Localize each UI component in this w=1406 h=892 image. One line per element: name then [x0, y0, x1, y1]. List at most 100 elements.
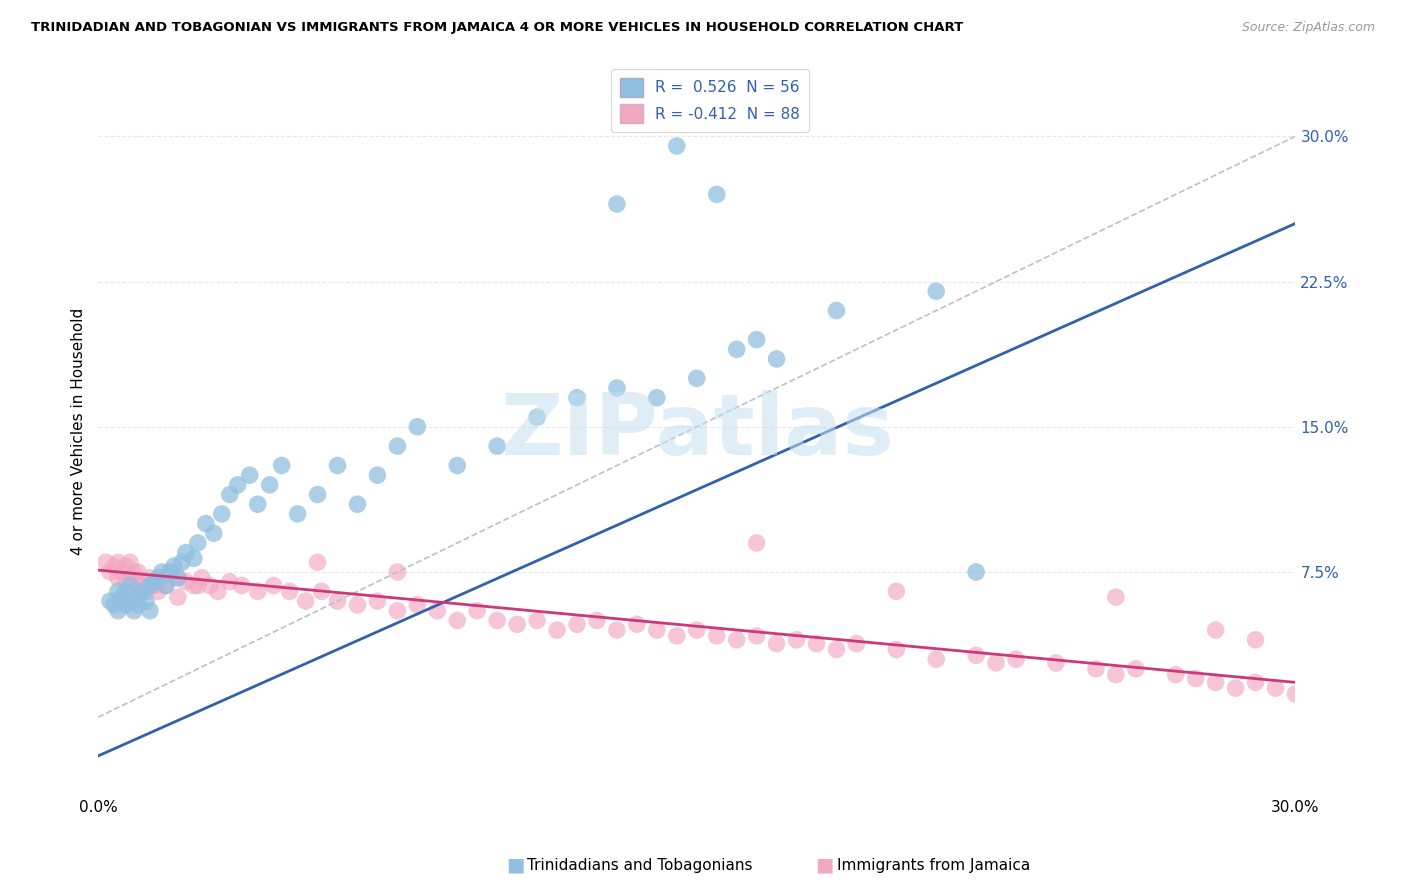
Point — [139, 578, 162, 592]
Point — [131, 584, 153, 599]
Point — [107, 555, 129, 569]
Point — [1205, 675, 1227, 690]
Point — [346, 497, 368, 511]
Point — [107, 584, 129, 599]
Point — [565, 617, 588, 632]
Point — [925, 284, 948, 298]
Point — [163, 559, 186, 574]
Point — [218, 574, 240, 589]
Point — [135, 594, 157, 608]
Point — [155, 578, 177, 592]
Point — [118, 555, 141, 569]
Point — [115, 574, 138, 589]
Point — [198, 578, 221, 592]
Point — [218, 487, 240, 501]
Point — [665, 629, 688, 643]
Point — [745, 536, 768, 550]
Point — [150, 565, 173, 579]
Text: ZIPatlas: ZIPatlas — [501, 390, 894, 473]
Point — [98, 594, 121, 608]
Y-axis label: 4 or more Vehicles in Household: 4 or more Vehicles in Household — [72, 308, 86, 555]
Point — [294, 594, 316, 608]
Point — [1105, 667, 1128, 681]
Point — [118, 594, 141, 608]
Point — [606, 197, 628, 211]
Point — [326, 458, 349, 473]
Text: ■: ■ — [506, 855, 524, 875]
Point — [115, 584, 138, 599]
Point — [546, 623, 568, 637]
Point — [486, 439, 509, 453]
Point — [131, 574, 153, 589]
Point — [270, 458, 292, 473]
Point — [174, 574, 197, 589]
Point — [645, 623, 668, 637]
Point — [765, 351, 787, 366]
Point — [1244, 675, 1267, 690]
Point — [307, 555, 329, 569]
Point — [259, 478, 281, 492]
Point — [127, 590, 149, 604]
Point — [139, 571, 162, 585]
Point — [526, 410, 548, 425]
Point — [465, 604, 488, 618]
Point — [387, 439, 409, 453]
Point — [103, 598, 125, 612]
Point — [586, 614, 609, 628]
Point — [1324, 695, 1347, 709]
Point — [122, 565, 145, 579]
Point — [884, 642, 907, 657]
Point — [825, 642, 848, 657]
Point — [1284, 687, 1306, 701]
Point — [142, 578, 165, 592]
Point — [135, 584, 157, 599]
Point — [706, 629, 728, 643]
Point — [1244, 632, 1267, 647]
Point — [122, 604, 145, 618]
Point — [1205, 623, 1227, 637]
Point — [346, 598, 368, 612]
Point — [150, 571, 173, 585]
Point — [825, 303, 848, 318]
Point — [98, 565, 121, 579]
Legend: R =  0.526  N = 56, R = -0.412  N = 88: R = 0.526 N = 56, R = -0.412 N = 88 — [610, 69, 808, 132]
Text: Trinidadians and Tobagonians: Trinidadians and Tobagonians — [527, 858, 752, 872]
Point — [1225, 681, 1247, 696]
Point — [446, 458, 468, 473]
Point — [118, 578, 141, 592]
Point — [183, 578, 205, 592]
Point — [170, 555, 193, 569]
Point — [246, 497, 269, 511]
Point — [806, 637, 828, 651]
Point — [142, 574, 165, 589]
Point — [706, 187, 728, 202]
Point — [111, 590, 134, 604]
Point — [174, 546, 197, 560]
Point — [606, 381, 628, 395]
Point — [167, 571, 190, 585]
Point — [211, 507, 233, 521]
Point — [326, 594, 349, 608]
Text: Source: ZipAtlas.com: Source: ZipAtlas.com — [1241, 21, 1375, 34]
Point — [187, 578, 209, 592]
Point — [486, 614, 509, 628]
Point — [366, 594, 388, 608]
Point — [307, 487, 329, 501]
Point — [127, 598, 149, 612]
Point — [686, 623, 709, 637]
Point — [191, 571, 214, 585]
Text: Immigrants from Jamaica: Immigrants from Jamaica — [837, 858, 1029, 872]
Point — [231, 578, 253, 592]
Point — [645, 391, 668, 405]
Point — [626, 617, 648, 632]
Point — [1105, 590, 1128, 604]
Point — [745, 629, 768, 643]
Text: ■: ■ — [815, 855, 834, 875]
Point — [111, 565, 134, 579]
Point — [159, 565, 181, 579]
Point — [884, 584, 907, 599]
Point — [686, 371, 709, 385]
Point — [115, 559, 138, 574]
Point — [146, 584, 169, 599]
Point — [745, 333, 768, 347]
